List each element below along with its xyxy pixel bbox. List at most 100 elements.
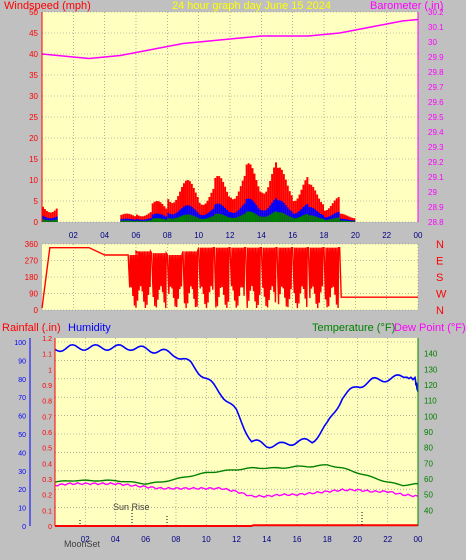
rainfall-tick-labels: 0 0.1 0.2 0.3 0.4 0.5 0.6 0.7 0.8 0.9 1 1.1 1.2: [42, 336, 52, 531]
windspeed-low-bar: [308, 215, 311, 222]
windspeed-bar: [233, 198, 236, 222]
windspeed-low-bar: [151, 218, 154, 222]
windspeed-avg-bar: [222, 205, 225, 222]
windspeed-avg-bar: [257, 207, 260, 222]
windspeed-low-bar: [345, 220, 348, 222]
wind-x-tick-label: 16: [288, 231, 297, 240]
windspeed-bar: [151, 203, 154, 222]
windspeed-bar: [120, 214, 123, 222]
windspeed-low-bar: [210, 216, 213, 222]
temperature-tick-label: 40: [424, 506, 433, 515]
windspeed-low-bar: [316, 217, 319, 222]
windspeed-avg-bar: [147, 218, 150, 222]
windspeed-bar: [235, 195, 238, 222]
temperature-tick-labels: 40 50 60 70 80 90 100 110 120 130 140: [424, 350, 438, 516]
windspeed-avg-bar: [143, 219, 146, 222]
windspeed-low-bar: [175, 218, 178, 222]
windspeed-avg-bar: [282, 202, 285, 222]
wind-x-tick-label: 10: [194, 231, 203, 240]
windspeed-low-bar: [339, 220, 342, 222]
windspeed-bar: [327, 208, 330, 222]
windspeed-bar: [179, 191, 182, 222]
direction-tick-label: 90: [29, 290, 38, 299]
windspeed-avg-bar: [200, 215, 203, 222]
windspeed-avg-bar: [224, 207, 227, 222]
humidity-tick-label: 80: [18, 377, 26, 384]
windspeed-avg-bar: [216, 203, 219, 222]
windspeed-low-bar: [269, 214, 272, 222]
windspeed-bar: [237, 191, 240, 222]
windspeed-avg-bar: [251, 200, 254, 222]
windspeed-bar: [136, 214, 138, 222]
windspeed-avg-bar: [259, 209, 262, 222]
windspeed-low-bar: [245, 211, 248, 222]
windspeed-tick-label: 45: [29, 29, 38, 38]
windspeed-bar: [349, 217, 352, 222]
windspeed-avg-bar: [161, 214, 164, 222]
windspeed-low-bar: [302, 215, 305, 222]
compass-label: S: [436, 272, 443, 284]
windspeed-bar: [139, 216, 142, 222]
windspeed-bar: [165, 208, 168, 222]
windspeed-bar: [261, 192, 264, 222]
windspeed-avg-bar: [136, 219, 138, 222]
windspeed-avg-bar: [265, 209, 268, 222]
windspeed-low-bar: [290, 217, 293, 222]
windspeed-low-bar: [257, 215, 260, 222]
windspeed-bar: [145, 214, 148, 222]
windspeed-avg-bar: [155, 213, 158, 222]
barometer-tick-label: 30.1: [428, 23, 444, 32]
windspeed-bar: [177, 196, 180, 222]
windspeed-avg-bar: [343, 219, 346, 222]
windspeed-low-bar: [312, 215, 315, 222]
windspeed-avg-bar: [134, 219, 136, 222]
windspeed-low-bar: [298, 217, 301, 222]
windspeed-low-bar: [261, 216, 264, 222]
windspeed-low-bar: [239, 215, 242, 222]
windspeed-low-bar: [233, 217, 236, 222]
windspeed-avg-bar: [331, 214, 334, 222]
windspeed-low-bar: [337, 217, 340, 222]
windspeed-avg-bar: [218, 203, 221, 222]
rainfall-tick-label: 1.2: [42, 336, 52, 343]
windspeed-low-bar: [231, 217, 234, 222]
windspeed-bar: [304, 180, 307, 222]
rainfall-axis-label: Rainfall (.in): [2, 322, 61, 334]
windspeed-bar: [216, 176, 219, 222]
windspeed-low-bar: [335, 217, 338, 222]
windspeed-avg-bar: [245, 199, 248, 222]
windspeed-avg-bar: [177, 211, 180, 222]
windspeed-low-bar: [161, 218, 164, 222]
windspeed-low-bar: [159, 218, 162, 222]
barometer-tick-labels: 28.8 28.9 29 29.1 29.2 29.3 29.4 29.5 29.6 29.7 29…: [428, 8, 444, 227]
windspeed-low-bar: [278, 212, 281, 222]
windspeed-avg-bar: [249, 198, 252, 222]
windspeed-avg-bar: [42, 215, 44, 222]
windspeed-tick-label: 25: [29, 113, 38, 122]
windspeed-avg-bar: [345, 219, 348, 222]
rainfall-tick-label: 0.7: [42, 414, 52, 421]
windspeed-low-bar: [47, 220, 50, 222]
windspeed-avg-bar: [202, 215, 205, 222]
windspeed-low-bar: [181, 215, 183, 222]
windspeed-low-bar: [196, 217, 199, 222]
windspeed-avg-bar: [206, 213, 209, 222]
windspeed-avg-bar: [165, 216, 168, 222]
windspeed-bar: [239, 186, 242, 222]
th-x-tick-label: 12: [232, 535, 241, 544]
windspeed-bar: [351, 217, 354, 222]
windspeed-avg-bar: [312, 208, 315, 222]
windspeed-bar: [206, 200, 209, 222]
barometer-tick-label: 28.9: [428, 203, 444, 212]
windspeed-low-bar: [186, 214, 189, 222]
windspeed-avg-bar: [194, 210, 197, 222]
windspeed-bar: [163, 206, 166, 222]
windspeed-low-bar: [253, 213, 256, 222]
windspeed-low-bar: [322, 218, 324, 222]
dewpoint-series-line: [54, 481, 419, 498]
th-x-tick-label: 06: [141, 535, 150, 544]
windspeed-bar: [149, 212, 152, 222]
th-x-tick-label: 14: [262, 535, 271, 544]
wind-x-tick-label: 04: [100, 231, 109, 240]
windspeed-avg-bar: [296, 212, 299, 222]
